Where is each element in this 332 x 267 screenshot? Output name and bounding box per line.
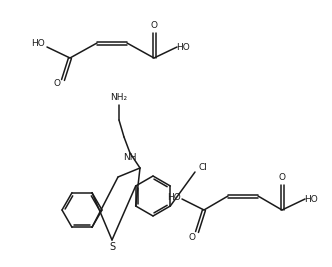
Text: O: O <box>150 22 157 30</box>
Text: HO: HO <box>176 42 190 52</box>
Text: NH: NH <box>123 154 137 163</box>
Text: S: S <box>109 242 115 252</box>
Text: Cl: Cl <box>199 163 208 172</box>
Text: O: O <box>279 174 286 183</box>
Text: NH₂: NH₂ <box>111 93 127 103</box>
Text: HO: HO <box>31 40 45 49</box>
Text: O: O <box>53 80 60 88</box>
Text: HO: HO <box>304 194 318 203</box>
Text: O: O <box>189 233 196 241</box>
Text: HO: HO <box>167 193 181 202</box>
